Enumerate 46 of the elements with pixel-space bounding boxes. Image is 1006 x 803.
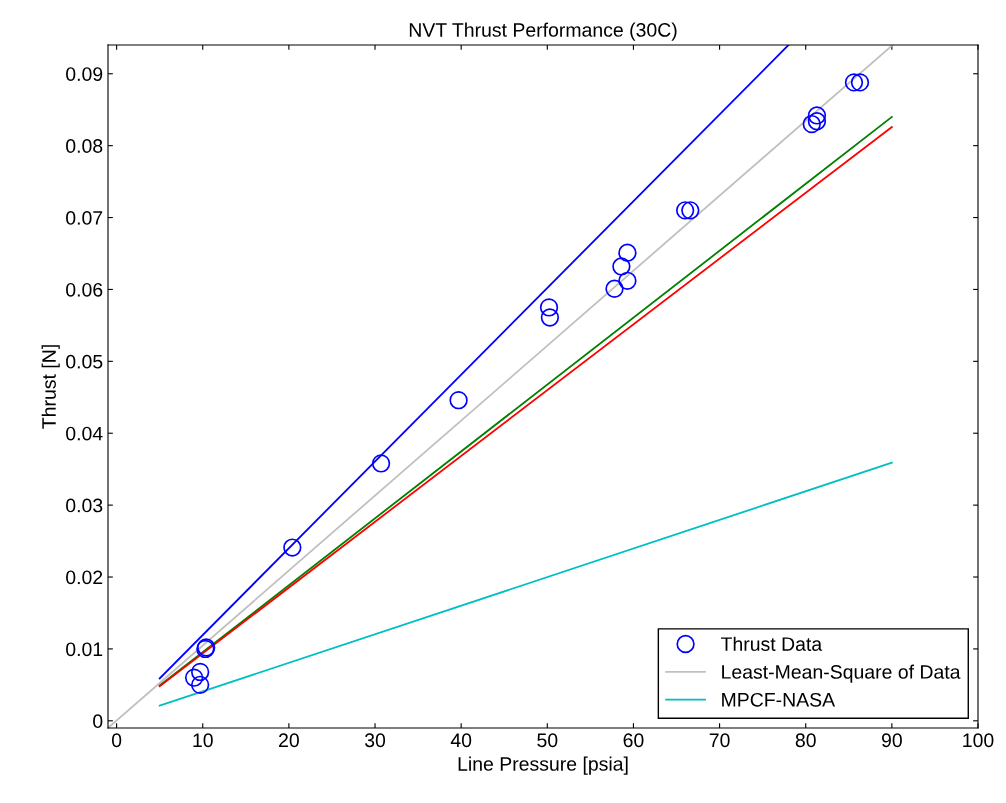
y-tick-label: 0.04: [66, 426, 103, 441]
y-tick-label: 0.07: [66, 211, 103, 225]
x-tick-label: 40: [450, 733, 472, 748]
point: [681, 201, 700, 220]
y-tick-label: 0.03: [66, 498, 103, 513]
chart-title: NVT Thrust Performance (30C): [409, 22, 677, 41]
x-tick-label: 80: [795, 733, 816, 748]
y-tick-label: 0.05: [66, 354, 103, 369]
point: [618, 271, 637, 290]
point: [540, 308, 560, 327]
point: [449, 390, 468, 410]
legend-label: Least-Mean-Square of Data: [722, 664, 961, 683]
x-tick-label: 30: [364, 733, 386, 748]
x-tick-label: 70: [709, 733, 730, 748]
point: [371, 454, 391, 473]
y-tick-label: 0.09: [66, 67, 103, 81]
point: [539, 298, 559, 317]
x-tick-label: 60: [623, 733, 644, 748]
y-tick-label: 0.01: [66, 642, 103, 657]
point: [190, 675, 210, 695]
point: [605, 279, 624, 298]
point: [675, 201, 695, 220]
point: [807, 112, 827, 131]
point: [807, 106, 827, 125]
point: [184, 668, 204, 687]
x-tick-label: 50: [537, 733, 558, 748]
point: [190, 662, 210, 682]
y-tick-label: 0.08: [66, 139, 103, 153]
point: [850, 73, 870, 92]
x-axis-title: Line Pressure [psia]: [458, 756, 628, 775]
point: [844, 73, 864, 92]
x-tick-label: 0: [111, 733, 122, 748]
y-tick-label: 0: [93, 714, 103, 729]
x-tick-label: 100: [963, 733, 994, 748]
x-tick-label: 10: [193, 733, 213, 748]
legend-label: Thrust Data: [721, 636, 823, 651]
point: [283, 538, 302, 557]
x-tick-label: 20: [279, 733, 299, 748]
y-axis-title: Thrust [N]: [41, 345, 60, 429]
point: [612, 257, 631, 276]
point: [618, 243, 637, 262]
y-tick-label: 0.02: [66, 570, 103, 585]
point: [802, 114, 821, 134]
y-tick-label: 0.06: [66, 282, 103, 297]
legend-label: MPCF-NASA: [722, 692, 836, 707]
x-tick-label: 90: [881, 733, 902, 748]
